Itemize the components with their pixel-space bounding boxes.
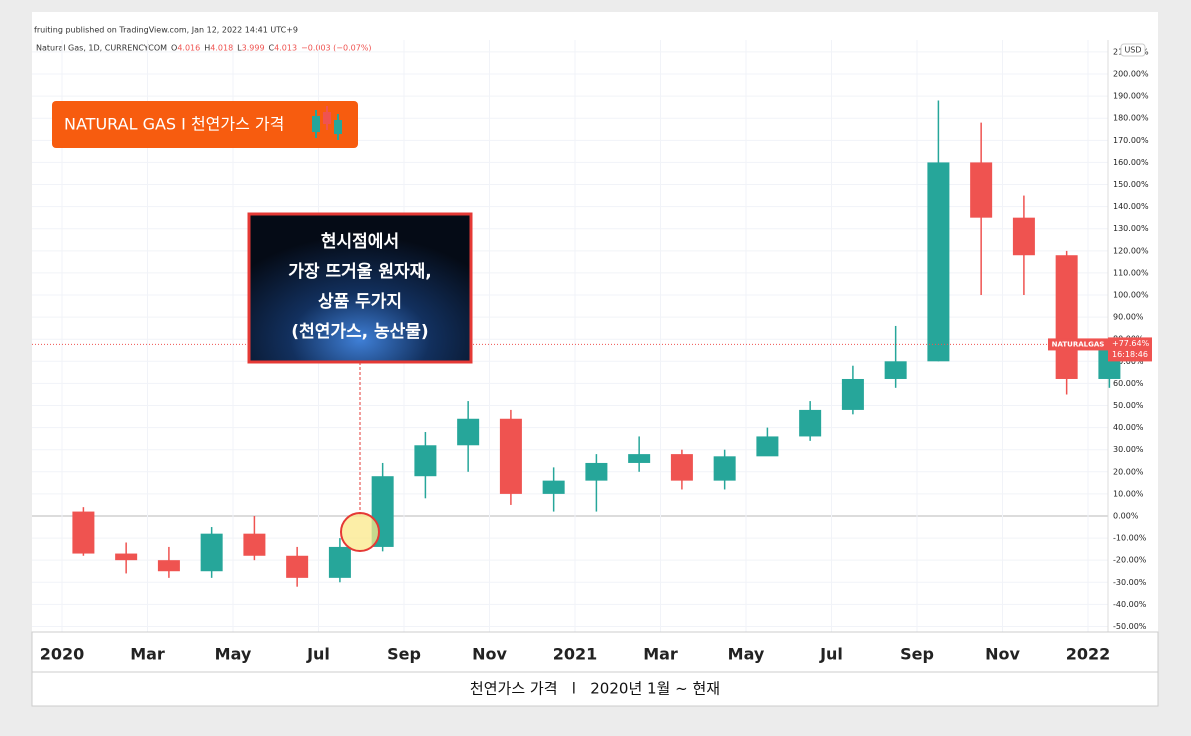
x-tick-label: Jul xyxy=(306,645,330,664)
y-tick-label: -30.00% xyxy=(1113,578,1147,587)
callout-line: 현시점에서 xyxy=(321,232,399,252)
candle-body xyxy=(927,162,950,362)
legend-text: −0.003 (−0.07%) xyxy=(301,44,372,53)
x-tick-label: May xyxy=(728,645,765,664)
y-tick-label: 10.00% xyxy=(1113,489,1144,498)
candle-body xyxy=(884,361,907,379)
ohlc-value: 4.016 xyxy=(177,44,200,53)
y-tick-label: 50.00% xyxy=(1113,401,1144,410)
y-tick-label: 110.00% xyxy=(1113,268,1149,277)
x-tick-label: Nov xyxy=(472,645,507,664)
candle-body xyxy=(670,454,693,481)
candle-body xyxy=(115,553,138,561)
y-tick-label: 20.00% xyxy=(1113,467,1144,476)
symbol-tag-text: NATURALGAS xyxy=(1052,340,1105,348)
y-tick-label: 140.00% xyxy=(1113,202,1149,211)
y-tick-label: 200.00% xyxy=(1113,70,1149,79)
highlight-circle xyxy=(340,512,380,552)
published-note: fruiting published on TradingView.com, J… xyxy=(34,26,298,35)
ohlc-key: L xyxy=(237,44,242,53)
x-tick-label: 2020 xyxy=(40,645,85,664)
candle-body xyxy=(328,546,351,578)
candle-body xyxy=(585,462,608,481)
y-tick-label: 90.00% xyxy=(1113,313,1144,322)
y-tick-label: -20.00% xyxy=(1113,556,1147,565)
y-tick-label: 170.00% xyxy=(1113,136,1149,145)
currency-label[interactable]: USD xyxy=(1124,46,1141,55)
callout-line: 상품 두가지 xyxy=(318,292,402,312)
candle-body xyxy=(243,533,266,556)
price-tag-time: 16:18:46 xyxy=(1112,350,1148,359)
plot: NATURALGAS +77.64% 16:18:46 xyxy=(32,100,1152,587)
y-tick-label: 30.00% xyxy=(1113,445,1144,454)
x-tick-label: Mar xyxy=(643,645,678,664)
ohlc-key: O xyxy=(171,44,177,53)
y-tick-label: -40.00% xyxy=(1113,600,1147,609)
y-tick-label: -50.00% xyxy=(1113,622,1147,631)
x-tick-label: 2022 xyxy=(1066,645,1111,664)
candle-body xyxy=(841,378,864,410)
y-tick-label: 120.00% xyxy=(1113,246,1149,255)
candle-body xyxy=(499,418,522,494)
candle-body xyxy=(200,533,223,572)
candle-body xyxy=(1012,217,1035,256)
callout-line: (천연가스, 농산물) xyxy=(291,322,428,342)
candle-body xyxy=(542,480,565,494)
y-tick-label: 100.00% xyxy=(1113,291,1149,300)
candle-body xyxy=(970,162,993,218)
candle-body xyxy=(286,555,309,578)
candle-body xyxy=(713,456,736,481)
candle-body xyxy=(756,436,779,457)
currency-button[interactable] xyxy=(1120,43,1146,57)
price-tag xyxy=(1108,337,1152,362)
candle-icon xyxy=(312,106,342,140)
candle-body xyxy=(157,560,180,572)
candle-body xyxy=(1055,255,1078,379)
x-tick-label: Mar xyxy=(130,645,165,664)
y-tick-label: 150.00% xyxy=(1113,180,1149,189)
footer-text: 천연가스 가격 l 2020년 1월 ~ 현재 xyxy=(470,680,720,698)
symbol-tag xyxy=(1048,338,1108,351)
x-tick-label: Sep xyxy=(387,645,421,664)
callout-line: 가장 뜨거울 원자재, xyxy=(288,262,431,282)
candle-body xyxy=(457,418,480,446)
title-badge xyxy=(52,101,358,148)
x-tick-label: May xyxy=(215,645,252,664)
ohlc-value: 4.013 xyxy=(274,44,297,53)
callout-box xyxy=(247,212,473,364)
x-tick-label: Jul xyxy=(819,645,843,664)
footer-band xyxy=(31,671,1159,707)
y-tick-label: 160.00% xyxy=(1113,158,1149,167)
badge-text: NATURAL GAS I 천연가스 가격 xyxy=(64,115,284,134)
x-axis-band xyxy=(31,631,1159,673)
candle-body xyxy=(628,454,651,463)
legend-row: Natural Gas, 1D, CURRENCYCOM O 4.016 H 4.018… xyxy=(36,44,372,53)
candle-body xyxy=(72,511,95,554)
ohlc-key: H xyxy=(204,44,210,53)
y-tick-label: 40.00% xyxy=(1113,423,1144,432)
y-tick-label: 0.00% xyxy=(1113,511,1139,520)
price-tag-value: +77.64% xyxy=(1112,339,1150,348)
x-tick-label: Sep xyxy=(900,645,934,664)
x-tick-label: 2021 xyxy=(553,645,598,664)
ohlc-value: 4.018 xyxy=(210,44,233,53)
ohlc-value: 3.999 xyxy=(242,44,265,53)
y-tick-label: 60.00% xyxy=(1113,379,1144,388)
y-tick-label: 130.00% xyxy=(1113,224,1149,233)
x-tick-label: Nov xyxy=(985,645,1020,664)
y-tick-label: 190.00% xyxy=(1113,92,1149,101)
ohlc-key: C xyxy=(269,44,275,53)
y-tick-label: 180.00% xyxy=(1113,114,1149,123)
candle-body xyxy=(799,409,822,437)
y-tick-label: -10.00% xyxy=(1113,534,1147,543)
candle-body xyxy=(414,445,437,477)
legend-text: Natural Gas, 1D, CURRENCYCOM xyxy=(36,44,167,53)
